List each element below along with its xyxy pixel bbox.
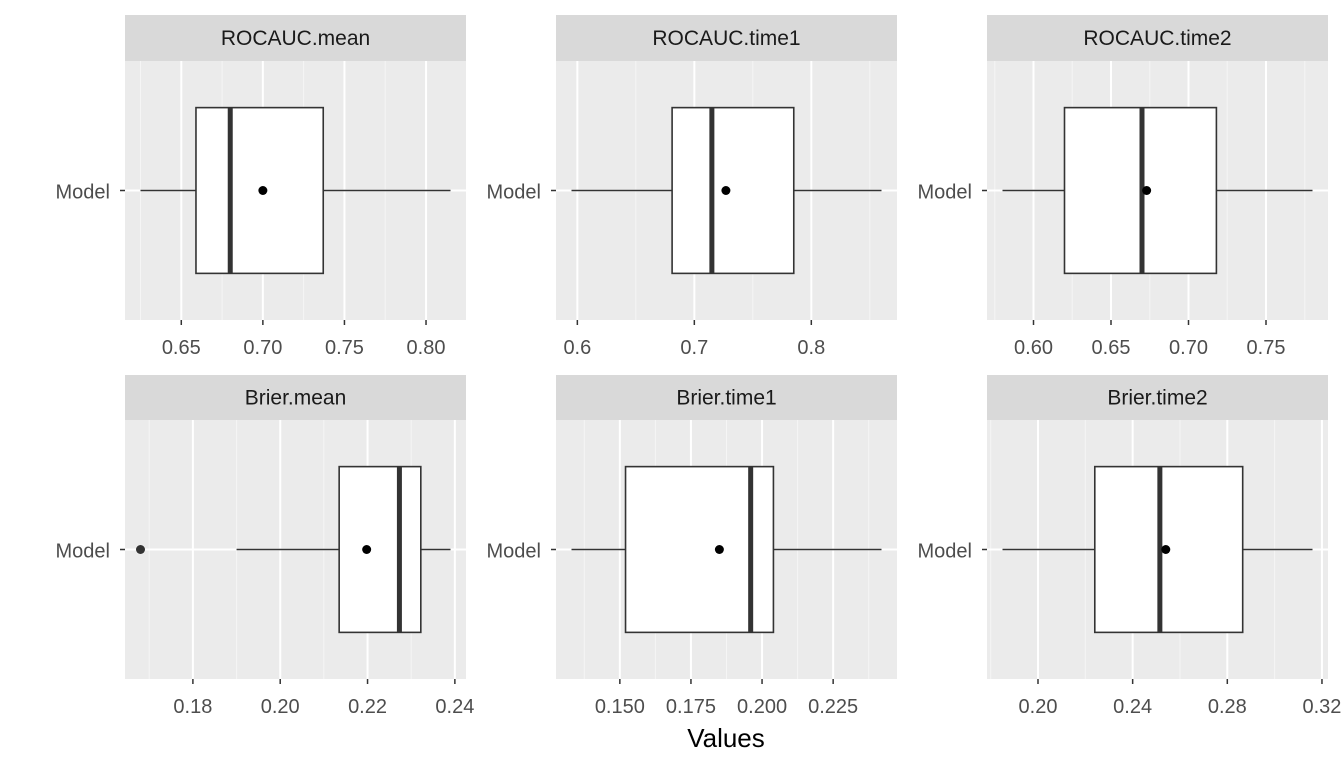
x-tick-label: 0.75 <box>325 337 364 359</box>
y-tick-label: Model <box>918 182 972 204</box>
y-tick-label: Model <box>56 541 110 563</box>
x-tick-label: 0.20 <box>261 696 300 718</box>
mean-point <box>714 545 724 554</box>
x-tick-label: 0.6 <box>563 337 591 359</box>
x-tick-label: 0.8 <box>797 337 825 359</box>
x-tick-label: 0.65 <box>1092 337 1131 359</box>
x-tick-label: 0.20 <box>1019 696 1058 718</box>
mean-point <box>721 186 731 195</box>
facet-strip <box>556 15 897 61</box>
facet-strip <box>125 375 466 420</box>
mean-point <box>258 186 268 195</box>
x-tick-label: 0.75 <box>1247 337 1286 359</box>
facet-panel: Brier.time1 0.150 0.175 0.200 0.225 Model <box>487 375 897 718</box>
x-tick-label: 0.225 <box>808 696 858 718</box>
x-tick-label: 0.32 <box>1302 696 1341 718</box>
facet-panel: ROCAUC.time1 0.6 0.7 0.8 Model <box>487 15 897 359</box>
x-axis-title: Values <box>687 723 765 753</box>
x-tick-label: 0.175 <box>666 696 716 718</box>
x-tick-label: 0.65 <box>162 337 201 359</box>
x-tick-label: 0.22 <box>348 696 387 718</box>
facet-panel: ROCAUC.time2 0.60 0.65 0.70 0.75 Model <box>918 15 1328 359</box>
y-tick-label: Model <box>487 541 541 563</box>
y-tick-label: Model <box>56 182 110 204</box>
facet-strip <box>556 375 897 420</box>
facet-title: Brier.mean <box>245 387 347 410</box>
mean-point <box>1161 545 1171 554</box>
x-tick-label: 0.150 <box>595 696 645 718</box>
x-tick-label: 0.7 <box>680 337 708 359</box>
x-tick-label: 0.60 <box>1014 337 1053 359</box>
mean-point <box>1142 186 1152 195</box>
facet-title: ROCAUC.mean <box>221 27 370 50</box>
mean-point <box>362 545 372 554</box>
facet-title: ROCAUC.time1 <box>652 27 800 50</box>
facet-panel: Brier.mean 0.18 0.20 0.22 0.24 Model <box>56 375 474 718</box>
facet-panel: ROCAUC.mean 0.65 0.70 0.75 0.80 Model <box>56 15 466 359</box>
y-tick-label: Model <box>487 182 541 204</box>
facet-title: Brier.time1 <box>676 387 776 410</box>
outlier-point <box>136 545 145 554</box>
facet-strip <box>987 15 1328 61</box>
x-tick-label: 0.200 <box>737 696 787 718</box>
facet-panel: Brier.time2 0.20 0.24 0.28 0.32 Model <box>918 375 1341 718</box>
box-iqr <box>671 106 795 275</box>
facet-title: Brier.time2 <box>1107 387 1207 410</box>
x-tick-label: 0.70 <box>1169 337 1208 359</box>
x-tick-label: 0.18 <box>173 696 212 718</box>
x-tick-label: 0.70 <box>243 337 282 359</box>
facet-strip <box>125 15 466 61</box>
y-tick-label: Model <box>918 541 972 563</box>
box-iqr <box>338 465 422 634</box>
x-tick-label: 0.24 <box>1113 696 1152 718</box>
x-tick-label: 0.28 <box>1208 696 1247 718</box>
x-tick-label: 0.24 <box>435 696 474 718</box>
x-tick-label: 0.80 <box>407 337 446 359</box>
facet-title: ROCAUC.time2 <box>1083 27 1231 50</box>
facet-strip <box>987 375 1328 420</box>
